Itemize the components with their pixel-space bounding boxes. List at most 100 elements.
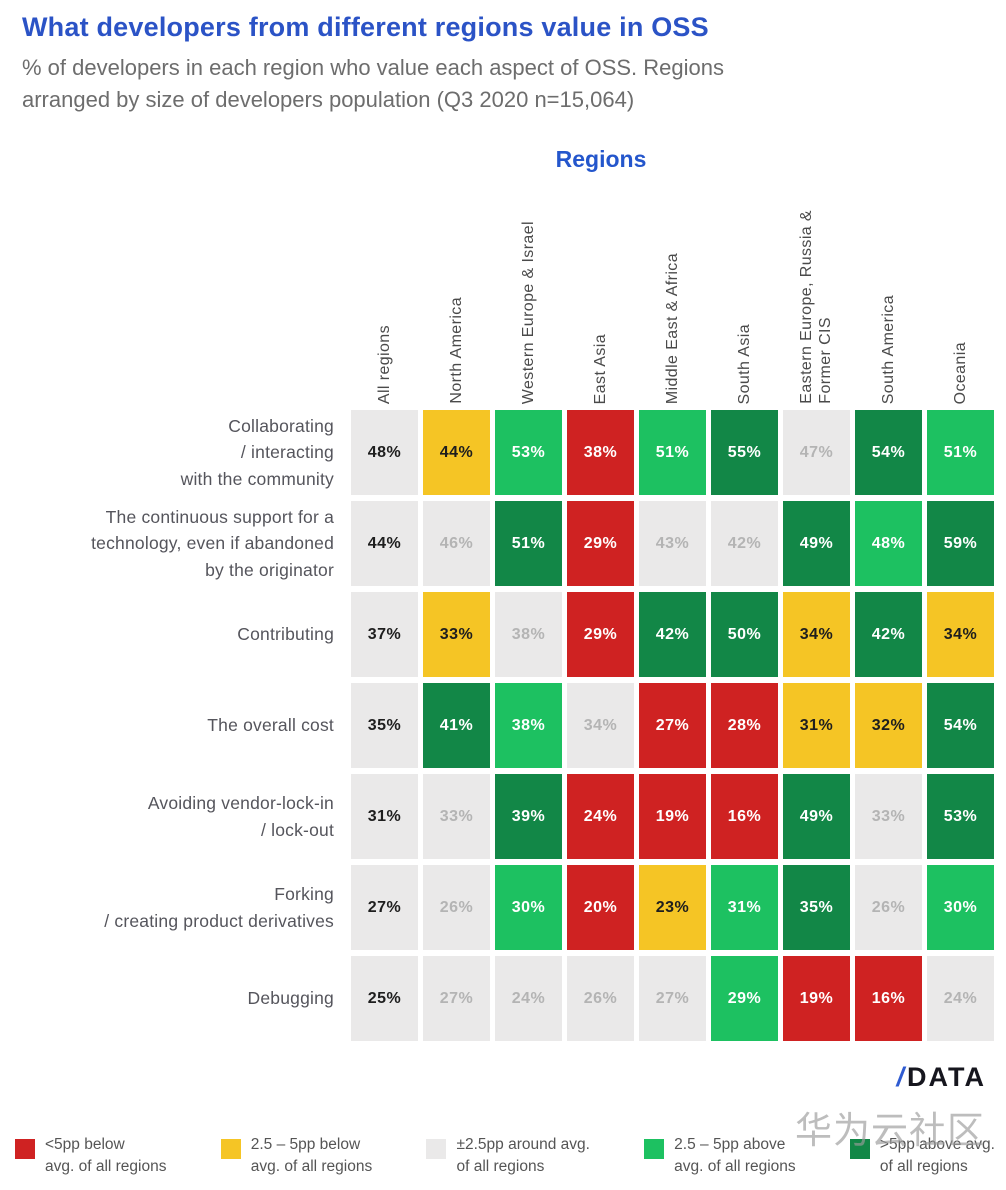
heatmap-cell: 46% <box>423 501 490 586</box>
row-label-text: The continuous support for a technology,… <box>91 507 334 580</box>
heatmap-cell: 41% <box>423 683 490 768</box>
heatmap-cell: 35% <box>351 683 418 768</box>
legend-swatch <box>849 1139 870 1159</box>
legend-swatch <box>220 1139 241 1159</box>
heatmap-cell: 26% <box>567 956 634 1041</box>
column-header-label: South America <box>879 294 897 404</box>
heatmap-cell: 32% <box>855 683 922 768</box>
heatmap-cell: 26% <box>855 865 922 950</box>
heatmap-cell: 55% <box>711 410 778 495</box>
logo-slash-icon: / <box>896 1062 907 1092</box>
heatmap-cell: 48% <box>351 410 418 495</box>
column-header: All regions <box>351 182 418 404</box>
heatmap-cell: 47% <box>783 410 850 495</box>
column-header-label: Oceania <box>951 341 969 404</box>
legend-item: >5pp above avg. of all regions <box>849 1134 995 1177</box>
legend-swatch <box>644 1139 665 1159</box>
heatmap-cell: 38% <box>567 410 634 495</box>
column-header-label: South Asia <box>735 323 753 405</box>
slashdata-logo: /DATA <box>897 1062 987 1093</box>
heatmap-cell: 26% <box>423 865 490 950</box>
heatmap: All regions North America Western Europe &… <box>22 182 994 1041</box>
heatmap-cell: 29% <box>567 592 634 677</box>
page-title: What developers from different regions v… <box>22 12 709 42</box>
column-header: South America <box>855 182 922 404</box>
legend-label: 2.5 – 5pp above avg. of all regions <box>674 1136 796 1175</box>
heatmap-cell: 34% <box>783 592 850 677</box>
row-label: Collaborating / interacting with the com… <box>22 410 346 495</box>
heatmap-cell: 16% <box>855 956 922 1041</box>
row-label-text: Avoiding vendor-lock-in / lock-out <box>147 793 334 840</box>
column-header: North America <box>423 182 490 404</box>
heatmap-cell: 44% <box>351 501 418 586</box>
heatmap-cell: 38% <box>495 592 562 677</box>
heatmap-cell: 31% <box>711 865 778 950</box>
heatmap-cell: 43% <box>639 501 706 586</box>
column-header: Oceania <box>927 182 994 404</box>
column-header: Western Europe & Israel <box>495 182 562 404</box>
heatmap-cell: 53% <box>495 410 562 495</box>
heatmap-cell: 23% <box>639 865 706 950</box>
heatmap-cell: 27% <box>639 683 706 768</box>
row-label-text: Debugging <box>247 988 334 1009</box>
regions-axis-label: Regions <box>555 146 647 172</box>
row-label-text: Contributing <box>237 624 334 645</box>
page-subtitle: % of developers in each region who value… <box>22 55 724 112</box>
heatmap-cell: 51% <box>495 501 562 586</box>
heatmap-cell: 30% <box>927 865 994 950</box>
logo-text: DATA <box>907 1062 986 1092</box>
heatmap-cell: 31% <box>351 774 418 859</box>
legend-label: >5pp above avg. of all regions <box>879 1136 995 1175</box>
row-label-text: Collaborating / interacting with the com… <box>180 416 334 489</box>
heatmap-cell: 27% <box>423 956 490 1041</box>
legend-item: 2.5 – 5pp below avg. of all regions <box>220 1134 372 1177</box>
heatmap-cell: 24% <box>927 956 994 1041</box>
legend-swatch <box>15 1139 35 1159</box>
legend-item: ±2.5pp around avg. of all regions <box>426 1134 590 1177</box>
heatmap-cell: 44% <box>423 410 490 495</box>
heatmap-cell: 33% <box>423 592 490 677</box>
heatmap-cell: 42% <box>711 501 778 586</box>
heatmap-cell: 48% <box>855 501 922 586</box>
heatmap-cell: 29% <box>567 501 634 586</box>
row-label-text: Forking / creating product derivatives <box>104 884 334 931</box>
heatmap-cell: 31% <box>783 683 850 768</box>
heatmap-cell: 33% <box>423 774 490 859</box>
heatmap-cell: 34% <box>567 683 634 768</box>
heatmap-cell: 49% <box>783 501 850 586</box>
column-header: Middle East & Africa <box>639 182 706 404</box>
heatmap-cell: 24% <box>567 774 634 859</box>
heatmap-cell: 19% <box>639 774 706 859</box>
row-label: The overall cost <box>22 683 346 768</box>
heatmap-cell: 19% <box>783 956 850 1041</box>
heatmap-cell: 49% <box>783 774 850 859</box>
legend-label: ±2.5pp around avg. of all regions <box>456 1136 590 1175</box>
column-header-label: Western Europe & Israel <box>519 220 537 404</box>
legend-label: <5pp below avg. of all regions <box>45 1136 167 1175</box>
legend: <5pp below avg. of all regions 2.5 – 5pp … <box>15 1134 995 1177</box>
header-spacer <box>22 182 346 404</box>
heatmap-cell: 59% <box>927 501 994 586</box>
legend-item: 2.5 – 5pp above avg. of all regions <box>644 1134 796 1177</box>
column-header-label: Eastern Europe, Russia & Former CIS <box>798 210 835 404</box>
column-header: South Asia <box>711 182 778 405</box>
heatmap-cell: 42% <box>855 592 922 677</box>
heatmap-cell: 28% <box>711 683 778 768</box>
heatmap-cell: 54% <box>927 683 994 768</box>
heatmap-cell: 24% <box>495 956 562 1041</box>
column-header-label: East Asia <box>591 333 609 404</box>
heatmap-cell: 42% <box>639 592 706 677</box>
legend-item: <5pp below avg. of all regions <box>15 1134 167 1177</box>
heatmap-cell: 27% <box>351 865 418 950</box>
column-header-label: North America <box>447 297 465 404</box>
column-header: Eastern Europe, Russia & Former CIS <box>783 182 850 404</box>
row-label-text: The overall cost <box>207 715 334 736</box>
heatmap-cell: 29% <box>711 956 778 1041</box>
row-label: The continuous support for a technology,… <box>22 501 346 586</box>
heatmap-cell: 51% <box>927 410 994 495</box>
heatmap-cell: 27% <box>639 956 706 1041</box>
row-label: Avoiding vendor-lock-in / lock-out <box>22 774 346 859</box>
heatmap-cell: 34% <box>927 592 994 677</box>
legend-swatch <box>426 1139 447 1159</box>
column-header: East Asia <box>567 182 634 404</box>
